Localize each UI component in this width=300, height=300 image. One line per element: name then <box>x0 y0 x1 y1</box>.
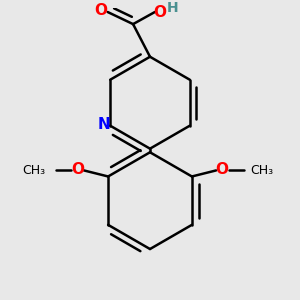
Text: O: O <box>94 3 107 18</box>
Text: O: O <box>216 162 229 177</box>
Text: CH₃: CH₃ <box>250 164 273 177</box>
Text: O: O <box>71 162 84 177</box>
Text: CH₃: CH₃ <box>22 164 45 177</box>
Text: O: O <box>153 4 166 20</box>
Text: H: H <box>167 2 179 15</box>
Text: N: N <box>98 117 110 132</box>
